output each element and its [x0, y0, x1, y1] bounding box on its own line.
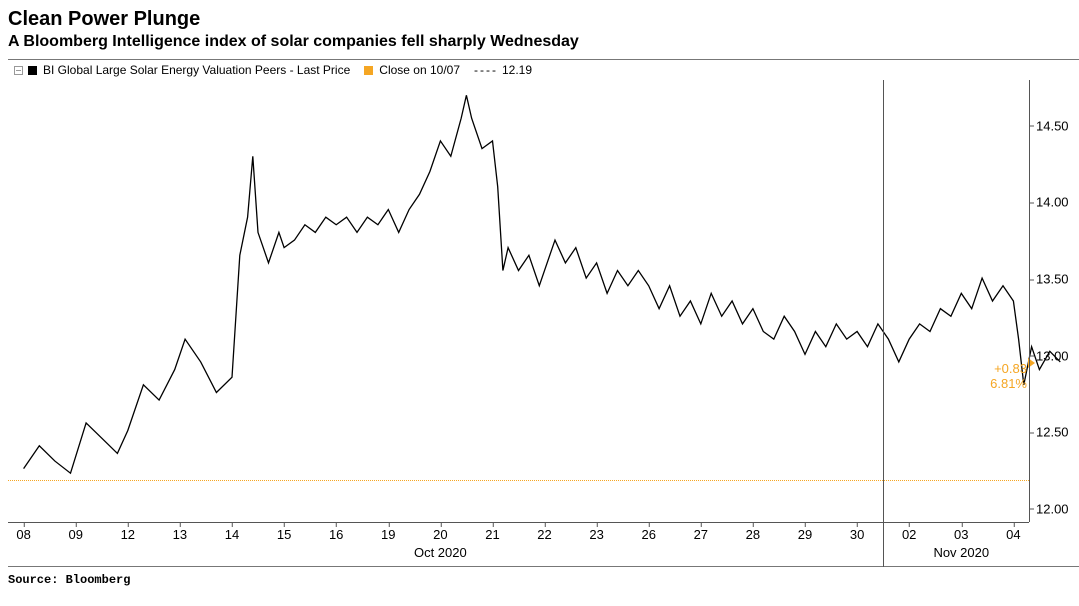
- x-tick-label: 03: [954, 523, 968, 542]
- line-chart-svg: [8, 80, 1029, 522]
- y-axis: 12.00 12.50 13.00 13.50 14.00 14.50: [1029, 80, 1079, 522]
- x-tick-label: 30: [850, 523, 864, 542]
- callout-delta: +0.83: [990, 361, 1027, 376]
- legend-ref-value: 12.19: [502, 63, 532, 77]
- x-tick-label: 13: [173, 523, 187, 542]
- callout-pct: 6.81%: [990, 376, 1027, 391]
- price-line: [24, 95, 1061, 473]
- x-month-label: Nov 2020: [933, 545, 989, 560]
- legend-handle-icon: [14, 66, 23, 75]
- x-tick-label: 29: [798, 523, 812, 542]
- y-tick-label: 13.00: [1030, 348, 1069, 363]
- x-tick-label: 14: [225, 523, 239, 542]
- month-divider: [883, 80, 884, 522]
- chart-area: BI Global Large Solar Energy Valuation P…: [8, 59, 1079, 567]
- x-tick-label: 22: [537, 523, 551, 542]
- legend-series-label: BI Global Large Solar Energy Valuation P…: [43, 63, 350, 77]
- x-tick-label: 26: [641, 523, 655, 542]
- x-tick-label: 27: [694, 523, 708, 542]
- legend-ref-dots: ----: [474, 63, 498, 77]
- x-tick-label: 09: [68, 523, 82, 542]
- source-attribution: Source: Bloomberg: [8, 573, 1079, 587]
- y-tick-label: 14.50: [1030, 118, 1069, 133]
- legend-ref-label: Close on 10/07: [379, 63, 460, 77]
- legend-series-swatch: [28, 66, 37, 75]
- y-tick-label: 12.00: [1030, 501, 1069, 516]
- x-tick-label: 04: [1006, 523, 1020, 542]
- chart-subtitle: A Bloomberg Intelligence index of solar …: [8, 33, 1079, 51]
- plot-region: [8, 80, 1029, 522]
- y-tick-label: 14.00: [1030, 195, 1069, 210]
- callout-values: +0.83 6.81%: [990, 361, 1027, 391]
- chart-title: Clean Power Plunge: [8, 8, 1079, 31]
- month-divider-x: [883, 523, 884, 567]
- x-tick-label: 12: [121, 523, 135, 542]
- x-tick-label: 20: [433, 523, 447, 542]
- x-month-label: Oct 2020: [414, 545, 467, 560]
- x-tick-label: 21: [485, 523, 499, 542]
- x-tick-label: 08: [16, 523, 30, 542]
- x-tick-label: 28: [746, 523, 760, 542]
- legend-ref-swatch: [364, 66, 373, 75]
- x-tick-label: 23: [589, 523, 603, 542]
- y-tick-label: 12.50: [1030, 425, 1069, 440]
- x-axis: 08 09 12 13 14 15 16 19 20 21 22 23 26 27 28 29 30 02 03 04…: [8, 522, 1029, 566]
- reference-line: [8, 480, 1029, 481]
- legend: BI Global Large Solar Energy Valuation P…: [14, 63, 532, 77]
- x-tick-label: 16: [329, 523, 343, 542]
- x-tick-label: 19: [381, 523, 395, 542]
- x-tick-label: 02: [902, 523, 916, 542]
- y-tick-label: 13.50: [1030, 272, 1069, 287]
- x-tick-label: 15: [277, 523, 291, 542]
